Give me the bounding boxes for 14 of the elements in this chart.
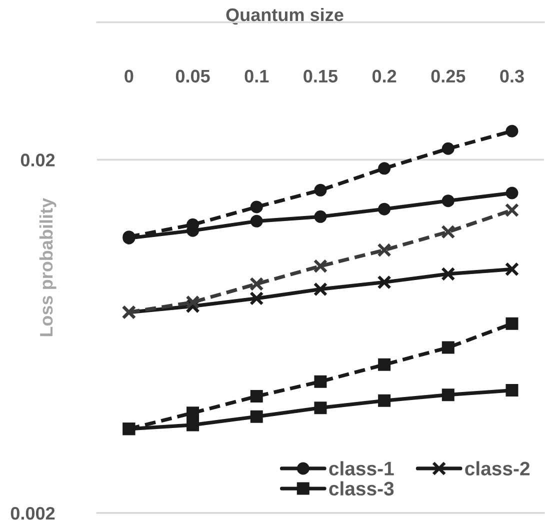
x-tick-label: 0.3 xyxy=(500,70,524,83)
legend-label: class-1 xyxy=(329,461,394,476)
y-tick-label: 0.002 xyxy=(10,506,55,520)
legend-label: class-2 xyxy=(465,461,530,476)
x-tick-label: 0.15 xyxy=(304,70,338,83)
x-tick-label: 0.1 xyxy=(244,70,269,83)
x-axis-title: Quantum size xyxy=(226,8,344,25)
y-axis-title: Loss probability xyxy=(39,198,56,336)
x-tick-label: 0.2 xyxy=(372,70,396,83)
legend-label: class-3 xyxy=(329,481,394,496)
x-tick-label: 0.05 xyxy=(176,70,210,83)
y-tick-label: 0.02 xyxy=(20,154,55,166)
x-tick-label: 0.25 xyxy=(431,70,466,83)
x-tick-label: 0 xyxy=(124,70,134,83)
